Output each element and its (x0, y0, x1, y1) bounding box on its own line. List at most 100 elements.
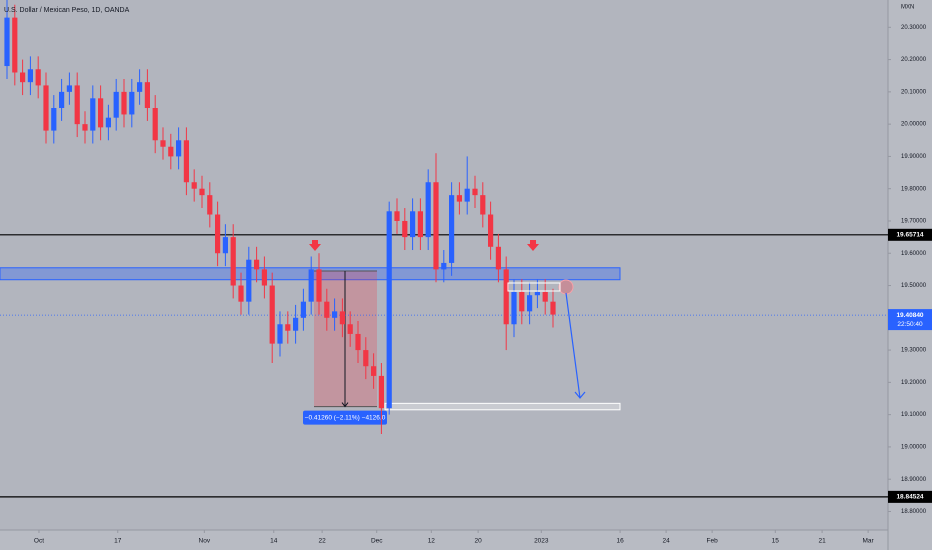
candle-body (511, 291, 517, 325)
y-tick-label: 19.20000 (901, 380, 927, 386)
candle-body (98, 98, 104, 128)
candle-body (137, 82, 143, 92)
target-box (384, 402, 621, 411)
candle-body (285, 324, 291, 331)
candle-body (441, 262, 447, 270)
price-label-bg (888, 228, 932, 241)
candle-body (168, 146, 174, 157)
candle-body (51, 108, 57, 131)
y-tick-label: 20.00000 (901, 122, 927, 128)
candle-body (371, 366, 377, 376)
candle-body (183, 140, 189, 183)
candle-body (207, 195, 213, 215)
last-price-label: 19.40840 (896, 312, 923, 319)
candle-body (254, 259, 260, 270)
y-tick-label: 18.80000 (901, 509, 927, 515)
candle-body (113, 91, 119, 118)
candle-body (74, 85, 80, 125)
x-tick-label: 14 (270, 538, 278, 545)
candle-body (332, 311, 338, 318)
candle-body (4, 17, 10, 67)
candle-body (425, 182, 431, 238)
candle-body (300, 301, 306, 318)
candle-body (144, 82, 150, 109)
candle-body (386, 211, 392, 409)
x-tick-label: Dec (371, 538, 383, 545)
x-tick-label: Mar (863, 538, 875, 545)
price-label-bg (888, 490, 932, 503)
x-tick-label: 16 (616, 538, 624, 545)
candle-body (503, 269, 509, 325)
candle-body (82, 124, 88, 131)
candle-body (456, 195, 462, 202)
down-arrow (309, 240, 321, 251)
x-tick-label: 22 (319, 538, 327, 545)
candle-body (472, 188, 478, 196)
y-tick-label: 19.90000 (901, 154, 927, 160)
projection-arrow (565, 292, 586, 399)
candle-body (277, 324, 283, 344)
candle-body (66, 85, 72, 92)
candle-body (316, 269, 322, 302)
y-tick-label: 19.00000 (901, 444, 927, 450)
x-tick-label: 2023 (534, 538, 549, 545)
candle-body (129, 91, 135, 115)
candle-body (534, 291, 540, 296)
candle-body (542, 291, 548, 302)
candle-body (12, 17, 18, 73)
measure-arrow (341, 271, 349, 408)
x-tick-label: Feb (707, 538, 719, 545)
x-tick-label: 21 (818, 538, 826, 545)
x-tick-label: 12 (428, 538, 436, 545)
candle-body (35, 69, 41, 86)
candle-body (269, 285, 275, 344)
y-tick-label: 18.90000 (901, 477, 927, 483)
layer: −0.41260 (−2.11%) −4126.0 (0, 0, 888, 498)
candle-body (519, 291, 525, 312)
candle-body (199, 188, 205, 196)
candle-body (324, 301, 330, 318)
candle-body (495, 246, 501, 270)
chart-title: U.S. Dollar / Mexican Peso, 1D, OANDA (4, 7, 130, 14)
candle-body (355, 333, 361, 351)
candle-body (160, 140, 166, 147)
candle-body (402, 220, 408, 238)
range-box (507, 282, 561, 292)
last-price-bg (888, 309, 932, 331)
candle-body (176, 140, 182, 157)
candle-body (433, 182, 439, 270)
candle-body (43, 85, 49, 131)
y-tick-label: 20.10000 (901, 89, 927, 95)
candle-body (230, 237, 236, 286)
candle-body (394, 211, 400, 221)
time-axis (0, 530, 888, 550)
x-tick-label: 24 (662, 538, 670, 545)
x-tick-label: 15 (772, 538, 780, 545)
candle-body (152, 108, 158, 141)
candle-body (27, 69, 33, 83)
price-label: 18.84524 (896, 494, 923, 501)
countdown: 22:50:40 (897, 321, 923, 328)
candle-body (20, 72, 26, 83)
candle-body (488, 214, 494, 247)
candle-body (246, 259, 252, 302)
x-tick-label: Nov (199, 538, 211, 545)
measure-label-bg (303, 410, 387, 425)
candle-body (480, 195, 486, 215)
candle-body (410, 211, 416, 238)
price-label: 19.65714 (896, 232, 923, 239)
candle-body (464, 188, 470, 202)
candle-body (222, 237, 228, 254)
x-tick-label: Oct (34, 538, 44, 545)
candle-body (417, 211, 423, 238)
candle-body (449, 195, 455, 263)
candle-body (378, 375, 384, 409)
candle-body (90, 98, 96, 131)
y-tick-label: 19.30000 (901, 348, 927, 354)
candle-body (191, 182, 197, 189)
candle-body (308, 269, 314, 302)
y-tick-label: 20.30000 (901, 25, 927, 31)
y-tick-label: 19.10000 (901, 412, 927, 418)
candle-body (347, 324, 353, 334)
candle-body (527, 295, 533, 312)
